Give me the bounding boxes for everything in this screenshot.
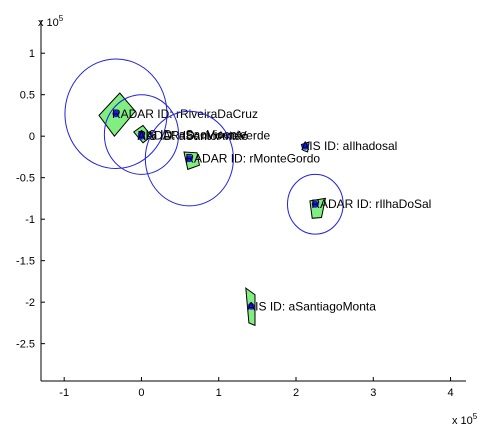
- x-tick-label: 4: [447, 387, 453, 399]
- station: RADAR ID: rIlhaDoSal: [287, 173, 431, 235]
- station: AIS ID: aIlhadosal: [300, 139, 397, 153]
- station-label: RADAR ID: rMonteGordo: [185, 152, 320, 166]
- station-label: RADAR ID: rRiveiraDaCruz: [112, 107, 258, 121]
- x-tick-label: 0: [138, 387, 144, 399]
- station-label: AIS ID: aSantiagoMonta: [247, 299, 376, 313]
- station: AIS ID: aSantoAntao: [137, 129, 248, 143]
- y-tick-label: -2: [25, 297, 35, 309]
- station-point: [185, 155, 193, 163]
- x-tick-label: 1: [216, 387, 222, 399]
- y-tick-label: 0: [29, 131, 35, 143]
- station-point: [112, 110, 120, 118]
- station-point: [247, 302, 255, 310]
- y-tick-label: -1: [25, 214, 35, 226]
- station-label: RADAR ID: rIlhaDoSal: [311, 197, 431, 211]
- y-tick-label: 1: [29, 48, 35, 60]
- coverage-circle: [64, 58, 168, 170]
- station: RADAR ID: rRiveiraDaCruz: [64, 58, 258, 170]
- coverage-layer: RADAR ID: rRiveiraDaCruz AIS ID: aSaoVice…: [64, 58, 431, 327]
- station-label: AIS ID: aSaoVicente: [137, 128, 247, 142]
- coverage-circle: [287, 173, 344, 235]
- y-tick-label: -1.5: [16, 256, 35, 268]
- station-label: AIS ID: aIlhadosal: [301, 139, 397, 153]
- station-point: [137, 132, 145, 140]
- y-tick-label: -0.5: [16, 173, 35, 185]
- station-label: RADAR ID: rMonteVerde: [137, 128, 270, 142]
- y-tick-label: -2.5: [16, 339, 35, 351]
- coverage-circle: [144, 110, 234, 207]
- y-tick-label: 0.5: [20, 90, 35, 102]
- station-point: [311, 200, 319, 208]
- station-point: [301, 142, 309, 150]
- x-tick-label: 3: [370, 387, 376, 399]
- y-exponent-label: x 105: [38, 14, 64, 29]
- x-tick-label: -1: [59, 387, 69, 399]
- station-label: AIS ID: aSantoAntao: [137, 129, 248, 143]
- station: RADAR ID: rMonteGordo: [144, 110, 320, 207]
- x-exponent-label: x 105: [452, 412, 478, 427]
- coverage-circle: [103, 94, 180, 175]
- x-tick-label: 2: [293, 387, 299, 399]
- station: AIS ID: aSantiagoMonta: [245, 287, 376, 327]
- axis-ticks: -1 0 1 2 3 4 1 0.5 0 -0.5 -1 -1.5 -2 -2.5: [16, 48, 454, 399]
